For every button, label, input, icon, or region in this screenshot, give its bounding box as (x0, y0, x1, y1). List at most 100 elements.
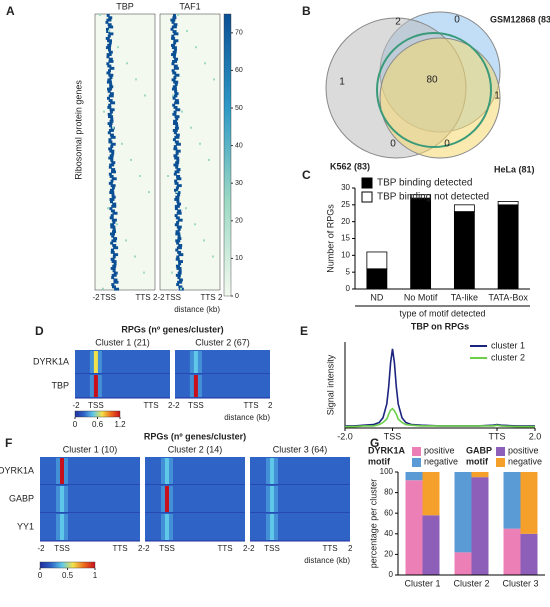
y-tick-label: 20 (341, 217, 350, 226)
heatmap-streak (171, 34, 175, 38)
venn-set (379, 37, 501, 159)
heatmap-streak (176, 200, 180, 204)
heatmap-streak (110, 209, 115, 213)
x-tick-label: ND (370, 292, 383, 302)
heatmap-streak (176, 225, 182, 229)
facet-label: Cluster 2 (14) (168, 444, 223, 454)
colorbar (74, 410, 121, 418)
heatmap-dot (199, 142, 201, 145)
heatmap-streak (109, 188, 114, 192)
x-tick-label: TSS (100, 293, 116, 302)
x-tick-label: 2 (268, 401, 273, 410)
y-axis-label: percentage per cluster (368, 479, 378, 569)
x-axis-label: distance (kb) (304, 556, 350, 565)
x-tick-label: TSS (159, 544, 175, 553)
heatmap-streak (109, 200, 113, 204)
heatmap-streak (106, 80, 112, 84)
heatmap-streak (172, 14, 176, 17)
heatmap-streak (110, 117, 114, 121)
heatmap-streak (177, 234, 181, 238)
heatmap-dot (181, 110, 183, 113)
heatmap-dot (212, 255, 214, 258)
heatmap-streak (109, 119, 114, 123)
facet-label: Cluster 2 (67) (195, 337, 250, 347)
heatmap-streak (111, 177, 117, 181)
heatmap-streak (172, 103, 176, 107)
heatmap-streak (109, 163, 115, 167)
panel-letter: B (302, 4, 311, 18)
heatmap-cell (250, 457, 350, 485)
legend-label: negative (424, 456, 458, 466)
heatmap-streak (175, 117, 179, 121)
heatmap-streak (110, 170, 116, 174)
heatmap-streak (109, 175, 114, 178)
x-tick-label: 2 (153, 293, 158, 302)
heatmap-dot (126, 62, 128, 65)
colorbar-tick-label: 0 (73, 420, 78, 429)
y-tick-label: 0 (389, 570, 394, 579)
heatmap-streak (113, 246, 119, 250)
heatmap-streak (107, 34, 111, 38)
heatmap-streak (171, 69, 175, 73)
heatmap-streak (111, 218, 117, 222)
heatmap-streak (108, 99, 113, 102)
heatmap-dot (203, 239, 205, 242)
bar-segment (410, 197, 432, 290)
heatmap-streak (174, 101, 180, 105)
heatmap-streak (108, 172, 112, 176)
heatmap-streak (109, 191, 115, 194)
y-tick-label: 15 (341, 234, 350, 243)
y-tick-label: 30 (341, 183, 350, 192)
x-tick-label: TSS (264, 544, 280, 553)
heatmap-streak (107, 48, 111, 52)
heatmap-streak (174, 170, 180, 174)
colorbar (223, 13, 232, 297)
y-tick-label: 20 (384, 550, 393, 559)
heatmap-streak (176, 168, 181, 171)
facet-label: Cluster 1 (21) (95, 337, 150, 347)
heatmap-dot (121, 142, 123, 145)
x-tick-label: TTS (200, 293, 215, 302)
heatmap-streak (110, 214, 114, 217)
heatmap-streak (174, 83, 178, 86)
heatmap-streak (108, 50, 113, 54)
heatmap-streak (108, 124, 112, 128)
x-axis-label: type of motif detected (399, 308, 485, 318)
venn-core (376, 32, 492, 148)
heatmap-streak (171, 78, 176, 82)
heatmap-streak (174, 181, 179, 185)
x-tick-label: -2 (158, 293, 166, 302)
heatmap-streak (111, 260, 117, 263)
heatmap-streak (108, 60, 114, 63)
y-tick-label: 25 (341, 200, 350, 209)
heatmap-streak (107, 89, 111, 93)
panel-letter: C (302, 168, 311, 182)
legend-label: positive (508, 445, 539, 455)
heatmap-streak (175, 232, 181, 236)
heatmap-streak (108, 181, 113, 185)
heatmap-streak (175, 124, 179, 128)
heatmap-streak (178, 262, 182, 266)
heatmap-stripe (193, 351, 198, 373)
bar-segment (366, 251, 388, 270)
panel-letter: G (370, 436, 379, 450)
heatmap-streak (113, 280, 119, 284)
bar-segment (366, 268, 388, 290)
x-tick-label: TSS (165, 293, 181, 302)
heatmap-streak (108, 25, 114, 29)
heatmap-streak (174, 92, 179, 96)
heatmap-cell (94, 13, 156, 291)
heatmap-streak (110, 145, 114, 148)
heatmap-streak (173, 106, 178, 109)
venn-count: 1 (494, 91, 500, 102)
heatmap-streak (174, 126, 179, 130)
legend-swatch (361, 177, 373, 189)
heatmap-dot (177, 14, 179, 16)
row-label: YY1 (17, 521, 34, 531)
heatmap-streak (174, 57, 179, 61)
facet-label: TAF1 (179, 1, 200, 11)
heatmap-cell (250, 513, 350, 541)
heatmap-dot (99, 14, 101, 16)
y-tick-label: 10 (341, 250, 350, 259)
